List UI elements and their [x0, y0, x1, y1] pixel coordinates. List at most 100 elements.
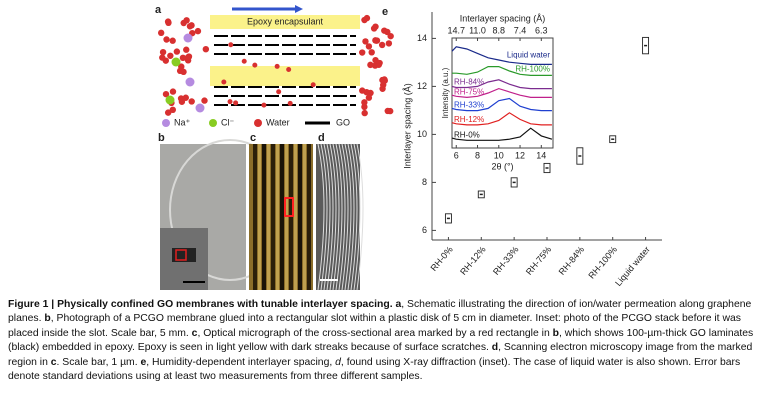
curve [451, 112, 552, 126]
ion [171, 57, 181, 67]
caption-run: c [191, 327, 198, 339]
sem-fiber [332, 143, 340, 291]
water-molecule [376, 59, 383, 67]
sem-fiber [356, 143, 364, 291]
water-molecule [182, 94, 189, 101]
x2-tick-label: 11.0 [469, 25, 486, 35]
water-molecule [276, 89, 282, 95]
x-tick-label: 8 [475, 150, 480, 160]
water-molecule [178, 98, 186, 105]
x-tick-label: RH-12% [458, 244, 488, 276]
water-molecule [385, 40, 393, 47]
water-molecule [164, 18, 172, 25]
x-tick-label: 10 [494, 150, 504, 160]
water-molecule [183, 46, 190, 53]
ion [165, 95, 175, 105]
x-tick-label: 12 [515, 150, 525, 160]
panel-label: e [382, 6, 388, 18]
y-tick-label: 14 [417, 33, 427, 43]
series-label: RH-0% [454, 130, 480, 139]
legend-na [162, 119, 170, 127]
sem-fiber [317, 143, 325, 291]
water-molecule [159, 48, 167, 56]
water-molecule [384, 107, 391, 115]
caption-run: , Scanning electron microscopy image fro… [8, 342, 753, 368]
y-axis-label: Intensity (a.u.) [441, 67, 450, 118]
water-molecule [361, 99, 368, 106]
curve [451, 127, 553, 141]
inset-frame [451, 37, 554, 149]
water-molecule [252, 62, 258, 68]
water-molecule [370, 25, 378, 32]
epoxy-streak [258, 144, 261, 290]
water-molecule [365, 94, 373, 101]
legend-text: Cl⁻ [221, 117, 234, 127]
series-label: RH-84% [454, 78, 484, 87]
sem-fiber [353, 143, 361, 291]
x-tick-label: RH-75% [524, 244, 554, 276]
epoxy-streak [294, 144, 297, 290]
y-tick-label: 10 [417, 129, 427, 139]
caption-run: , Humidity-dependent interlayer spacing, [146, 356, 336, 368]
water-molecule [233, 100, 239, 106]
banner-text: Epoxy encapsulant [247, 16, 324, 26]
water-molecule [176, 67, 184, 75]
water-molecule [162, 90, 170, 98]
y-axis-label: Interlayer spacing (Å) [402, 83, 412, 169]
sem-texture [317, 143, 364, 291]
curve [451, 46, 552, 65]
sem-fiber [341, 143, 349, 291]
caption-run: , Schematic illustrating the direction o… [8, 299, 752, 325]
water-molecule [228, 42, 234, 48]
laminate [262, 144, 266, 290]
x2-tick-label: 8.8 [493, 25, 506, 35]
sem-fiber [335, 143, 343, 291]
water-molecule [359, 87, 366, 94]
caption-run: a [395, 299, 402, 310]
water-molecule [359, 49, 366, 56]
water-molecule [186, 23, 194, 30]
x-tick-label: RH-33% [491, 244, 521, 276]
caption-run: , Photograph of a PCGO membrane glued in… [8, 313, 741, 339]
curve [452, 66, 552, 76]
x-axis-label: 2θ (°) [491, 161, 513, 171]
water-molecule [167, 52, 174, 59]
water-molecule [378, 41, 386, 49]
caption-run: d [335, 356, 341, 368]
x-tick-label: RH-0% [428, 244, 454, 273]
laminate [307, 144, 311, 290]
legend-text: Water [266, 117, 290, 127]
laminate [280, 144, 284, 290]
flow-arrow-head [295, 5, 303, 13]
epoxy-banner [210, 15, 360, 29]
epoxy-streak [276, 144, 279, 290]
caption-run: c [50, 356, 57, 368]
x-tick-label: 6 [454, 150, 459, 160]
epoxy-streak [267, 144, 270, 290]
caption-run: Figure 1 | Physically confined GO membra… [8, 299, 393, 310]
water-molecule [163, 36, 170, 43]
caption-run: d [491, 342, 499, 354]
sem-fiber [320, 143, 328, 291]
ion [185, 77, 195, 87]
x2-tick-label: 6.3 [535, 25, 548, 35]
sem-fiber [344, 143, 352, 291]
x2-tick-label: 14.7 [447, 25, 465, 35]
laminate [298, 144, 302, 290]
sem-fiber [329, 143, 337, 291]
x-tick-label: 14 [536, 150, 546, 160]
laminate [253, 144, 257, 290]
water-molecule [287, 100, 293, 106]
x-tick-label: RH-100% [586, 244, 619, 280]
caption-run: , found using X-ray diffraction (inset).… [8, 356, 741, 383]
figure: a Epoxy encapsulant Na⁺ Cl⁻ Water GO b c… [155, 4, 662, 291]
series-label: RH-33% [454, 101, 484, 110]
water-molecule [241, 58, 247, 64]
water-molecule [286, 67, 292, 73]
water-molecule [380, 81, 387, 89]
marker [175, 249, 187, 261]
curve [451, 87, 552, 99]
water-molecule [221, 79, 227, 85]
water-molecule [169, 88, 177, 95]
